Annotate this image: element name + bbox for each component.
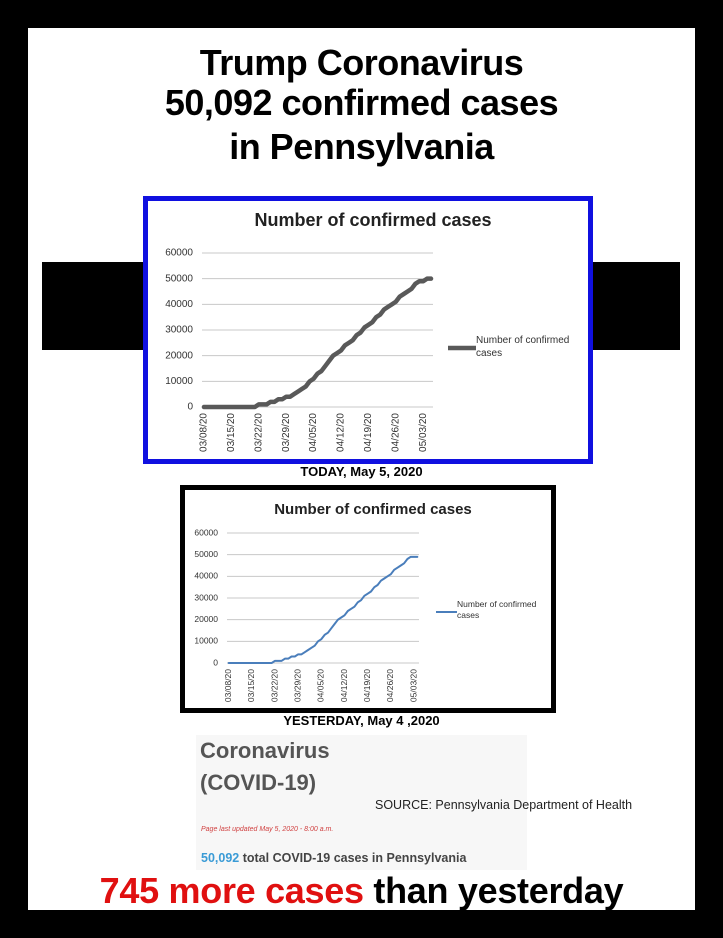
y-tick-label: 30000 <box>194 592 218 602</box>
x-tick-label: 04/26/20 <box>390 413 401 452</box>
title-line: 50,092 confirmed cases <box>164 82 559 123</box>
x-tick-label: 03/08/20 <box>199 413 210 452</box>
y-tick-label: 20000 <box>194 614 218 624</box>
y-tick-label: 50000 <box>194 549 218 559</box>
chart: Number of confirmed cases 0 10000 20000 3000… <box>165 210 491 452</box>
x-tick-label: 04/19/20 <box>363 413 374 452</box>
caption: YESTERDAY, May 4 ,2020 <box>283 713 440 728</box>
caption: TODAY, May 5, 2020 <box>300 464 423 479</box>
source-panel <box>196 735 527 870</box>
footer-rest: than yesterday <box>373 870 624 911</box>
series-line <box>201 276 434 410</box>
series-line <box>227 555 419 664</box>
x-tick-label: 03/29/20 <box>292 669 302 702</box>
total-line: 50,092 total COVID-19 cases in Pennsylva… <box>201 851 466 865</box>
x-tick-label: 04/12/20 <box>339 669 349 702</box>
x-tick-label: 03/15/20 <box>246 669 256 702</box>
y-tick-label: 20000 <box>165 350 193 361</box>
x-tick-label: 05/03/20 <box>408 669 418 702</box>
x-tick-label: 04/05/20 <box>308 413 319 452</box>
x-tick-label: 04/26/20 <box>385 669 395 702</box>
chart-yesterday: Number of confirmed cases 0 10000 20000 3000… <box>180 485 556 713</box>
footer-highlight: 745 more cases <box>99 870 364 911</box>
x-tick-label: 04/19/20 <box>362 669 372 702</box>
chart-title: Number of confirmed cases <box>254 210 491 230</box>
x-tick-label: 03/29/20 <box>281 413 292 452</box>
y-tick-label: 0 <box>187 402 193 413</box>
chart: Number of confirmed cases 0 10000 20000 3000… <box>194 501 472 702</box>
title-line: in Pennsylvania <box>229 126 494 167</box>
y-tick-label: 60000 <box>165 248 193 259</box>
legend-label: Number of confirmed cases <box>457 599 537 621</box>
source-note: SOURCE: Pennsylvania Department of Healt… <box>375 798 633 812</box>
chart-title: Number of confirmed cases <box>274 501 472 518</box>
x-tick-label: 03/22/20 <box>253 413 264 452</box>
y-tick-label: 0 <box>213 657 218 667</box>
y-tick-label: 60000 <box>194 527 218 537</box>
y-tick-label: 10000 <box>165 376 193 387</box>
y-tick-label: 50000 <box>165 273 193 284</box>
x-tick-label: 04/05/20 <box>316 669 326 702</box>
footer: 745 more cases than yesterday <box>28 870 695 912</box>
legend-label: Number of confirmed cases <box>476 335 570 359</box>
source-heading: (COVID-19) <box>200 770 317 795</box>
y-tick-label: 40000 <box>194 571 218 581</box>
x-tick-label: 03/15/20 <box>226 413 237 452</box>
x-tick-label: 05/03/20 <box>418 413 429 452</box>
y-tick-label: 40000 <box>165 299 193 310</box>
source-heading: Coronavirus <box>200 738 330 763</box>
x-tick-label: 03/08/20 <box>223 669 233 702</box>
y-tick-label: 30000 <box>165 325 193 336</box>
y-tick-label: 10000 <box>194 636 218 646</box>
x-tick-label: 04/12/20 <box>336 413 347 452</box>
updated-note: Page last updated May 5, 2020 - 8:00 a.m… <box>201 826 334 833</box>
total-text: total COVID-19 cases in Pennsylvania <box>242 851 467 865</box>
total-count: 50,092 <box>201 851 240 865</box>
x-tick-label: 03/22/20 <box>269 669 279 702</box>
title-line: Trump Coronavirus <box>199 42 524 83</box>
chart-today: Number of confirmed cases 0 10000 20000 3000… <box>143 196 593 464</box>
